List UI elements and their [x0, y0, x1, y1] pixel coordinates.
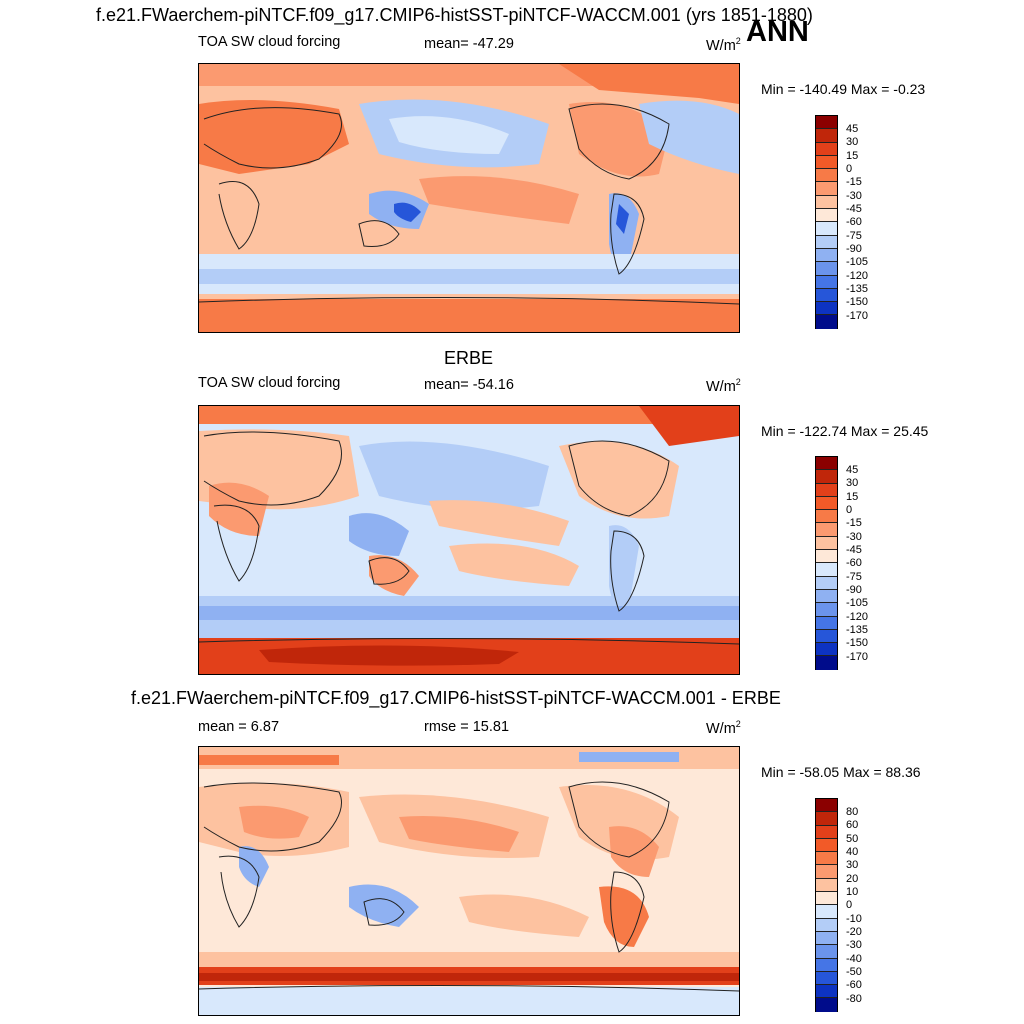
cbar-tick: -90 — [846, 243, 862, 255]
panel3-units: W/m2 — [706, 719, 741, 737]
cbar-tick: -90 — [846, 584, 862, 596]
cbar-tick: 20 — [846, 873, 859, 885]
cbar-tick: -60 — [846, 216, 862, 228]
panel1-units: W/m2 — [706, 36, 741, 54]
cbar-tick: -75 — [846, 571, 862, 583]
cbar-tick: 0 — [846, 899, 853, 911]
cbar-tick: 30 — [846, 859, 859, 871]
cbar-tick: -170 — [846, 651, 869, 663]
cbar-tick: 0 — [846, 504, 853, 516]
panel1-colorbar — [815, 115, 838, 329]
cbar-tick: -30 — [846, 531, 862, 543]
cbar-tick: 60 — [846, 819, 859, 831]
cbar-tick: -75 — [846, 230, 862, 242]
cbar-tick: -30 — [846, 190, 862, 202]
cbar-tick: -135 — [846, 283, 869, 295]
cbar-tick: 15 — [846, 491, 859, 503]
cbar-tick: -40 — [846, 953, 862, 965]
panel1-mean-label: mean= -47.29 — [424, 36, 514, 52]
panel3-colorbar — [815, 798, 838, 1012]
cbar-tick: -60 — [846, 557, 862, 569]
panel3-mean-label: mean = 6.87 — [198, 719, 280, 735]
season-label: ANN — [746, 16, 809, 48]
cbar-tick: 30 — [846, 136, 859, 148]
cbar-tick: -105 — [846, 597, 869, 609]
panel3-rmse-label: rmse = 15.81 — [424, 719, 510, 735]
panel2-minmax: Min = -122.74 Max = 25.45 — [761, 423, 929, 439]
cbar-tick: 10 — [846, 886, 859, 898]
cbar-tick: 45 — [846, 123, 859, 135]
panel1-minmax: Min = -140.49 Max = -0.23 — [761, 81, 926, 97]
cbar-tick: -150 — [846, 296, 869, 308]
panel3-map-field — [199, 747, 739, 1015]
panel2-map — [198, 405, 740, 675]
cbar-tick: -120 — [846, 611, 869, 623]
panel1-map — [198, 63, 740, 333]
cbar-tick: 45 — [846, 464, 859, 476]
cbar-tick: -45 — [846, 544, 862, 556]
cbar-tick: -105 — [846, 256, 869, 268]
cbar-tick: -150 — [846, 637, 869, 649]
cbar-tick: -170 — [846, 310, 869, 322]
cbar-tick: -45 — [846, 203, 862, 215]
panel2-variable-label: TOA SW cloud forcing — [198, 375, 341, 391]
panel3-minmax: Min = -58.05 Max = 88.36 — [761, 764, 921, 780]
cbar-tick: 50 — [846, 833, 859, 845]
cbar-tick: -10 — [846, 913, 862, 925]
panel1-variable-label: TOA SW cloud forcing — [198, 34, 341, 50]
panel2-mean-label: mean= -54.16 — [424, 377, 514, 393]
cbar-tick: 40 — [846, 846, 859, 858]
cbar-tick: 80 — [846, 806, 859, 818]
cbar-tick: -30 — [846, 939, 862, 951]
cbar-tick: -15 — [846, 176, 862, 188]
panel1-map-field — [199, 64, 739, 332]
panel3-subtitle: f.e21.FWaerchem-piNTCF.f09_g17.CMIP6-his… — [131, 688, 781, 708]
cbar-tick: -80 — [846, 993, 862, 1005]
cbar-tick: -50 — [846, 966, 862, 978]
panel3-map — [198, 746, 740, 1016]
cbar-tick: -15 — [846, 517, 862, 529]
cbar-tick: -135 — [846, 624, 869, 636]
panel2-subtitle: ERBE — [444, 348, 494, 368]
cbar-tick: -120 — [846, 270, 869, 282]
cbar-tick: 15 — [846, 150, 859, 162]
cbar-tick: -60 — [846, 979, 862, 991]
panel2-map-field — [199, 406, 739, 674]
panel2-colorbar — [815, 456, 838, 670]
cbar-tick: 0 — [846, 163, 853, 175]
cbar-tick: 30 — [846, 477, 859, 489]
main-title: f.e21.FWaerchem-piNTCF.f09_g17.CMIP6-his… — [96, 5, 813, 25]
cbar-tick: -20 — [846, 926, 862, 938]
panel2-units: W/m2 — [706, 377, 741, 395]
